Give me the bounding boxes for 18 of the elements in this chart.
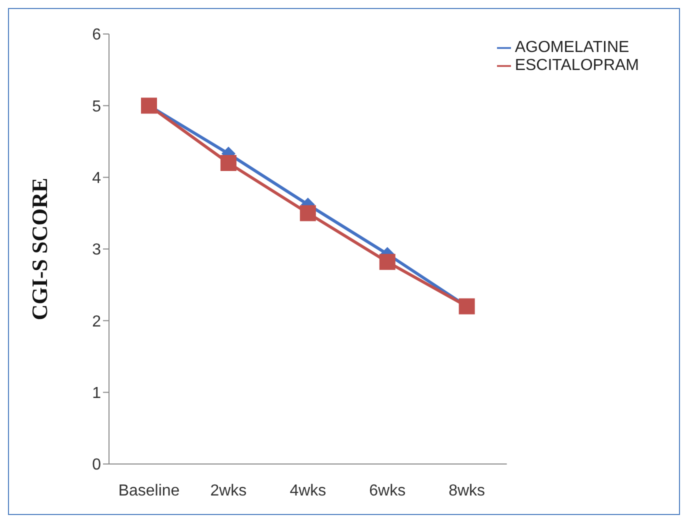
y-tick-label: 0 [92, 456, 102, 474]
x-tick-label: 2wks [210, 482, 247, 500]
x-tick-label: 8wks [448, 482, 486, 500]
legend-label: ESCITALOPRAM [514, 57, 639, 74]
y-tick-label: 2 [92, 313, 102, 330]
y-tick-label: 5 [92, 98, 102, 116]
x-tick-label: 4wks [290, 482, 326, 500]
y-tick-label: 3 [92, 242, 102, 259]
y-tick-label: 6 [92, 26, 102, 44]
x-tick-label: 6wks [369, 482, 406, 500]
point [220, 155, 236, 171]
y-axis-title: CGI-S SCORE [26, 178, 52, 320]
legend-label: AGOMELATINE [514, 39, 630, 56]
point [300, 205, 316, 222]
y-tick-label: 1 [92, 385, 102, 402]
x-tick-label: Baseline [118, 482, 180, 500]
y-tick-label: 4 [92, 170, 102, 188]
point [379, 254, 396, 270]
